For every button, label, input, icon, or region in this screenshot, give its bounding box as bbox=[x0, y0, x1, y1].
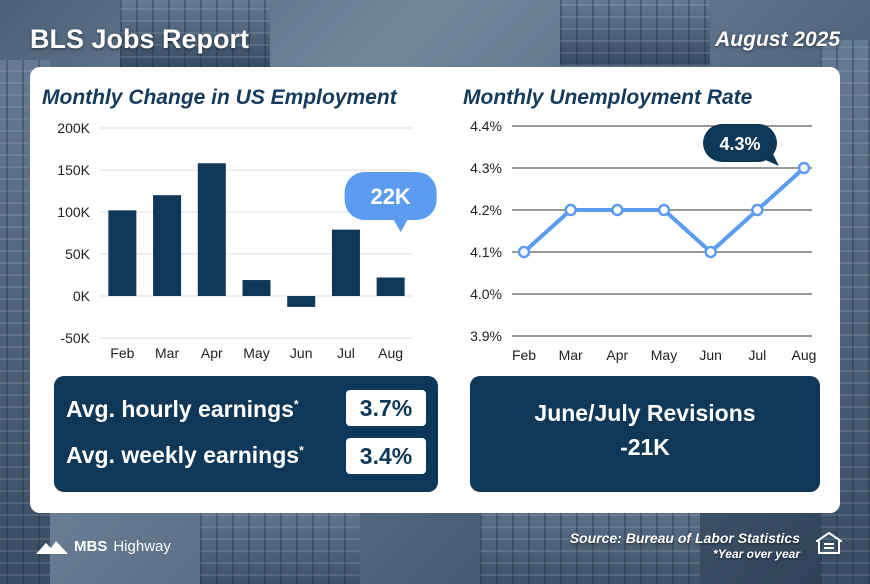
data-point bbox=[564, 203, 577, 217]
y-tick-label: 4.4% bbox=[470, 118, 502, 134]
equal-housing-icon bbox=[816, 532, 842, 554]
callout-bubble bbox=[703, 124, 777, 162]
bar bbox=[197, 163, 226, 296]
mbs-highway-logo: MBS Highway bbox=[36, 538, 171, 555]
y-tick-label: 4.1% bbox=[470, 244, 502, 260]
mountain-icon bbox=[36, 540, 68, 554]
brand-main: MBS bbox=[74, 538, 108, 555]
unemployment-chart-title: Monthly Unemployment Rate bbox=[463, 86, 753, 109]
page-title: BLS Jobs Report bbox=[30, 24, 250, 54]
x-tick-label: Mar bbox=[155, 345, 179, 361]
x-tick-label: May bbox=[243, 345, 269, 361]
y-tick-label: 0K bbox=[73, 288, 91, 304]
x-tick-label: Feb bbox=[512, 347, 536, 363]
source-note: Source: Bureau of Labor Statistics *Year… bbox=[570, 530, 800, 562]
brand-sub: Highway bbox=[113, 538, 171, 555]
x-tick-label: Aug bbox=[378, 345, 403, 361]
y-tick-label: -50K bbox=[60, 330, 90, 346]
x-tick-label: Mar bbox=[559, 347, 583, 363]
employment-chart-title: Monthly Change in US Employment bbox=[42, 86, 397, 109]
y-tick-label: 150K bbox=[57, 162, 90, 178]
data-point bbox=[517, 245, 531, 259]
data-label: 4.3% bbox=[719, 134, 760, 154]
x-tick-label: May bbox=[651, 347, 677, 363]
x-tick-label: Jun bbox=[290, 345, 313, 361]
x-tick-label: Apr bbox=[606, 347, 628, 363]
hourly-earnings-value: 3.7% bbox=[346, 390, 426, 426]
x-tick-label: Jun bbox=[699, 347, 722, 363]
data-point bbox=[797, 161, 811, 175]
background-building bbox=[200, 500, 360, 584]
bar bbox=[331, 229, 360, 296]
source-text: Source: Bureau of Labor Statistics bbox=[569, 530, 800, 546]
x-tick-label: Apr bbox=[201, 345, 223, 361]
earnings-panel: Avg. hourly earnings* 3.7% Avg. weekly e… bbox=[54, 376, 438, 492]
bar bbox=[108, 210, 137, 296]
x-tick-label: Aug bbox=[792, 347, 817, 363]
revisions-value: -21K bbox=[620, 434, 670, 460]
background-building bbox=[560, 0, 710, 66]
bar bbox=[287, 296, 316, 307]
x-tick-label: Jul bbox=[748, 347, 766, 363]
data-point bbox=[704, 245, 717, 259]
data-point bbox=[657, 203, 671, 217]
callout-pointer bbox=[761, 150, 779, 166]
data-label: 22K bbox=[370, 184, 410, 209]
footnote-text: *Year over year bbox=[713, 547, 800, 561]
y-tick-label: 4.3% bbox=[470, 160, 502, 176]
data-point bbox=[611, 203, 624, 217]
bar bbox=[153, 195, 182, 296]
weekly-earnings-value: 3.4% bbox=[346, 438, 426, 474]
data-point bbox=[751, 203, 764, 217]
revisions-panel: June/July Revisions -21K bbox=[470, 376, 820, 492]
x-tick-label: Jul bbox=[337, 345, 355, 361]
x-tick-label: Feb bbox=[110, 345, 134, 361]
y-tick-label: 200K bbox=[57, 120, 90, 136]
y-tick-label: 4.0% bbox=[470, 286, 502, 302]
callout-pointer bbox=[392, 218, 409, 232]
bar bbox=[242, 280, 271, 296]
y-tick-label: 3.9% bbox=[470, 328, 502, 344]
weekly-earnings-label: Avg. weekly earnings* bbox=[66, 442, 304, 468]
report-date: August 2025 bbox=[715, 28, 840, 51]
y-tick-label: 4.2% bbox=[470, 202, 502, 218]
revisions-label: June/July Revisions bbox=[534, 400, 756, 426]
y-tick-label: 50K bbox=[65, 246, 91, 262]
callout-bubble bbox=[344, 172, 437, 220]
y-tick-label: 100K bbox=[57, 204, 90, 220]
bar bbox=[376, 277, 405, 296]
hourly-earnings-label: Avg. hourly earnings* bbox=[66, 396, 299, 422]
background-building bbox=[120, 0, 270, 70]
